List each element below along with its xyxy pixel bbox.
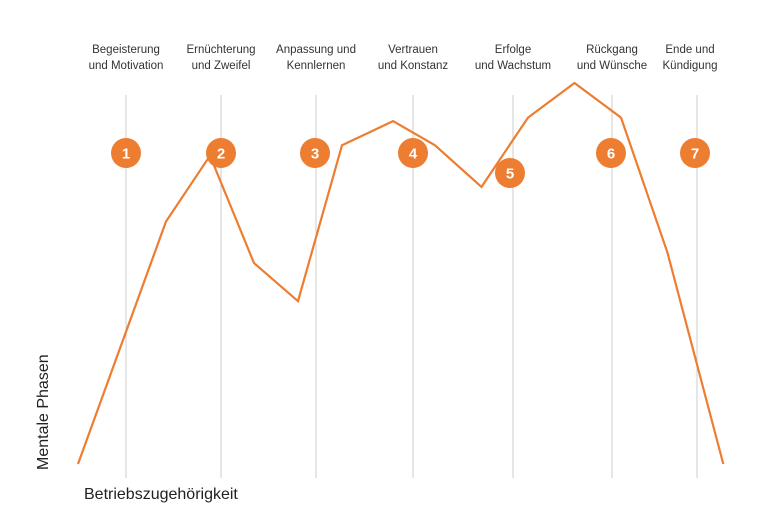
phase-badge-circle: [680, 138, 710, 168]
phase-1-label-line-1: Begeisterung: [92, 44, 160, 56]
phase-5-label-line-2: und Wachstum: [475, 60, 551, 72]
phase-badges: 1 2 3 4 5 6 7: [111, 138, 710, 188]
phase-badge-circle: [495, 158, 525, 188]
phase-badge-2: 2: [206, 138, 236, 168]
phase-badge-number: 7: [691, 146, 699, 163]
phase-badge-circle: [596, 138, 626, 168]
phase-badge-7: 7: [680, 138, 710, 168]
x-axis-label: Betriebszugehörigkeit: [84, 486, 238, 503]
phase-badge-number: 4: [409, 146, 418, 163]
phase-badge-number: 1: [122, 146, 130, 163]
phase-badge-5: 5: [495, 158, 525, 188]
series-line-1: [76, 81, 725, 465]
phase-1-label-line-2: und Motivation: [89, 60, 164, 72]
phase-badge-circle: [300, 138, 330, 168]
phase-4-label-line-2: und Konstanz: [378, 60, 449, 72]
phase-3-label-line-2: Kennlernen: [287, 60, 346, 72]
y-axis-label: Mentale Phasen: [35, 354, 52, 470]
phase-badge-number: 3: [311, 146, 319, 163]
phase-7-label-line-1: Ende und: [665, 44, 714, 56]
phase-2-label-line-2: und Zweifel: [192, 60, 251, 72]
phase-badge-circle: [206, 138, 236, 168]
mental-phase-curve: [76, 81, 725, 465]
phase-7-label-line-2: Kündigung: [663, 60, 718, 72]
phase-4-label-line-1: Vertrauen: [388, 44, 438, 56]
phase-badge-6: 6: [596, 138, 626, 168]
phase-5-label-line-1: Erfolge: [495, 44, 531, 56]
phase-badge-number: 2: [217, 146, 225, 163]
phase-badge-1: 1: [111, 138, 141, 168]
phase-3-label-line-1: Anpassung und: [276, 44, 356, 56]
phase-6-label-line-1: Rückgang: [586, 44, 638, 56]
phase-labels: Begeisterung und Motivation Ernüchterung un…: [89, 44, 718, 72]
phase-badge-4: 4: [398, 138, 428, 168]
phase-badge-3: 3: [300, 138, 330, 168]
phase-6-label-line-2: und Wünsche: [577, 60, 647, 72]
phase-badge-circle: [111, 138, 141, 168]
phase-badge-circle: [398, 138, 428, 168]
phase-badge-number: 6: [607, 146, 615, 163]
phase-badge-number: 5: [506, 166, 514, 183]
phase-2-label-line-1: Ernüchterung: [186, 44, 255, 56]
